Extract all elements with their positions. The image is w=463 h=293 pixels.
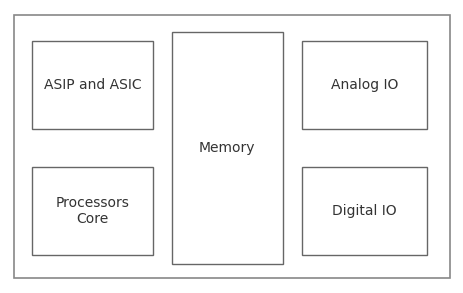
Bar [171, 32, 282, 264]
Text: Analog IO: Analog IO [330, 78, 397, 92]
Bar [301, 41, 426, 129]
Bar [301, 167, 426, 255]
Text: Digital IO: Digital IO [331, 204, 396, 218]
Text: ASIP and ASIC: ASIP and ASIC [44, 78, 141, 92]
Bar [32, 167, 153, 255]
Text: Processors
Core: Processors Core [56, 196, 130, 226]
Bar [32, 41, 153, 129]
Text: Memory: Memory [199, 141, 255, 155]
